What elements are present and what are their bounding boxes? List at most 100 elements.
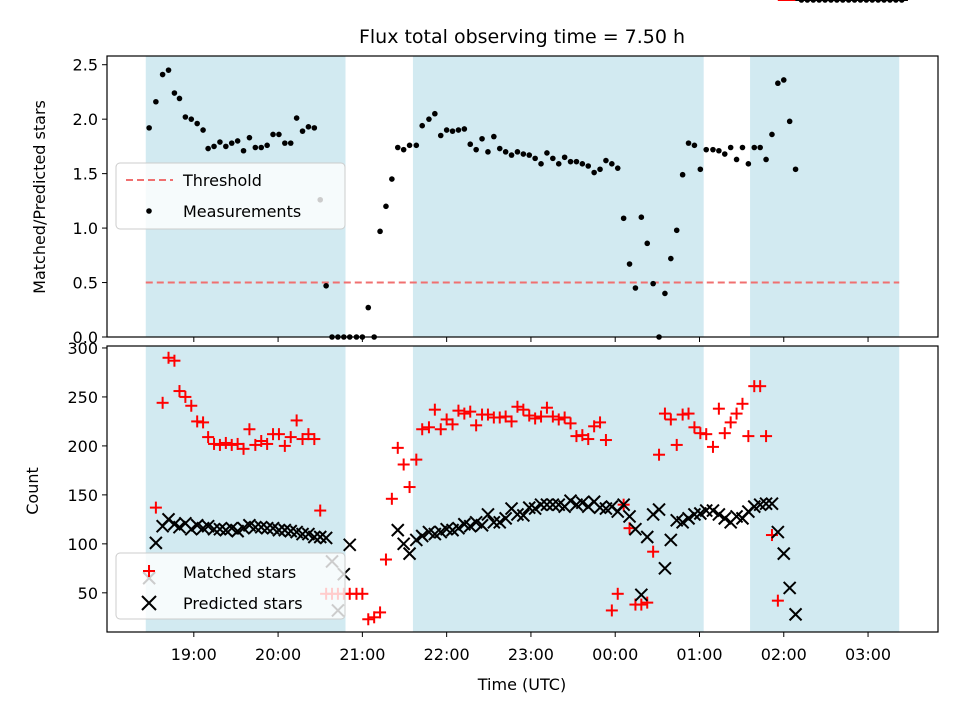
measurements-point <box>763 156 769 163</box>
predicted-stars-point-b <box>634 588 649 602</box>
measurements-point <box>153 98 159 105</box>
measurements-point <box>188 116 195 122</box>
measurements-point <box>561 154 568 161</box>
matched-stars-point <box>658 407 671 420</box>
predicted-stars-point-b <box>422 525 436 539</box>
ratio-legend: Threshold Measurements <box>115 162 346 230</box>
measurements-point <box>555 161 562 167</box>
y-tick-label: 0.0 <box>73 328 98 347</box>
matched-stars-point <box>261 437 274 450</box>
matched-stars-point <box>682 407 695 420</box>
predicted-stars-point-b <box>771 525 785 539</box>
predicted-stars-point-b <box>184 522 198 536</box>
predicted-stars-point-b <box>272 523 286 537</box>
matched-stars-point <box>356 587 369 600</box>
measurements-point <box>165 67 172 73</box>
matched-stars-point <box>173 385 186 398</box>
predicted-stars-point <box>207 522 221 536</box>
matched-stars-point <box>202 431 215 444</box>
measurements-point <box>485 149 491 155</box>
predicted-stars-point-b <box>295 527 310 541</box>
predicted-stars-point-b <box>260 521 274 535</box>
predicted-stars-point <box>765 496 779 511</box>
measurements-point <box>211 143 217 150</box>
measurements-point <box>502 149 509 155</box>
predicted-stars-point-b <box>640 530 654 544</box>
matched-stars-point <box>647 545 660 558</box>
matched-stars-point <box>308 433 321 446</box>
predicted-stars-point-b <box>409 533 424 547</box>
predicted-stars-point-b <box>463 519 477 533</box>
predicted-stars-point <box>528 501 542 516</box>
matched-stars-point <box>529 412 542 425</box>
matched-stars-point <box>535 410 548 423</box>
matched-stars-point <box>664 413 677 426</box>
predicted-stars-point-b <box>481 507 495 522</box>
measurements-point <box>697 166 704 173</box>
predicted-stars-point-b <box>278 523 292 537</box>
x-tick-label: 23:00 <box>508 645 554 664</box>
count-points <box>142 0 908 626</box>
measurements-point <box>739 144 746 151</box>
matched-stars-point <box>168 354 181 367</box>
predicted-stars-point <box>149 536 163 550</box>
predicted-stars-point-b <box>301 527 316 541</box>
matched-stars-point <box>481 408 494 421</box>
predicted-stars-point-b <box>266 521 280 535</box>
predicted-stars-point <box>319 531 333 545</box>
predicted-stars-point <box>777 546 791 561</box>
predicted-stars-point-b <box>563 494 578 508</box>
predicted-stars-point-b <box>201 519 215 533</box>
predicted-stars-point <box>782 581 797 595</box>
predicted-stars-point-b <box>729 509 744 524</box>
measurements-point <box>443 127 450 133</box>
predicted-stars-point-b <box>498 511 513 526</box>
predicted-stars-point-b <box>652 502 666 517</box>
predicted-stars-point-b <box>493 515 507 530</box>
predicted-stars-point-b <box>616 497 631 512</box>
predicted-stars-point <box>771 525 785 539</box>
measurements-point <box>703 146 710 153</box>
measurements-point <box>573 158 580 165</box>
measurements-point <box>662 290 668 297</box>
matched-stars-point <box>219 436 232 449</box>
matched-stars-point <box>670 438 683 451</box>
predicted-stars-point-b <box>149 536 163 550</box>
y-tick-label: 300 <box>67 339 98 358</box>
predicted-stars-point <box>712 507 726 522</box>
predicted-stars-point-b <box>658 561 672 576</box>
predicted-stars-point-b <box>670 513 684 528</box>
matched-stars-point <box>736 397 749 410</box>
measurements-point <box>276 131 282 138</box>
observing-window <box>750 56 900 337</box>
predicted-stars-point-b <box>788 607 803 622</box>
matched-stars-point <box>374 606 387 619</box>
matched-stars-point <box>278 439 291 452</box>
predicted-stars-point-b <box>712 507 726 522</box>
predicted-stars-point-b <box>451 521 466 535</box>
predicted-stars-point-b <box>284 524 298 538</box>
predicted-stars-point <box>307 530 322 544</box>
predicted-stars-point-b <box>759 496 773 511</box>
predicted-stars-point-b <box>343 538 357 552</box>
observing-window <box>412 56 704 337</box>
predicted-stars-point-b <box>254 520 268 534</box>
measurements-point <box>426 116 432 122</box>
measurements-point <box>526 152 533 158</box>
measurements-point <box>508 152 515 158</box>
measurements-point <box>413 142 420 149</box>
measurements-point <box>182 114 189 120</box>
matched-stars-point <box>434 423 447 436</box>
measurements-point <box>200 127 206 133</box>
measurements-point <box>205 145 211 152</box>
matched-stars-point <box>416 423 429 436</box>
matched-stars-point <box>582 433 595 446</box>
matched-stars-point <box>754 380 767 393</box>
predicted-stars-point <box>628 522 643 536</box>
matched-stars-point <box>706 440 719 453</box>
matched-stars-point <box>552 413 565 426</box>
measurements-point <box>146 125 152 131</box>
measurements-point <box>389 176 395 182</box>
chart-title: Flux total observing time = 7.50 h <box>359 26 685 48</box>
predicted-stars-point-b <box>487 515 501 530</box>
